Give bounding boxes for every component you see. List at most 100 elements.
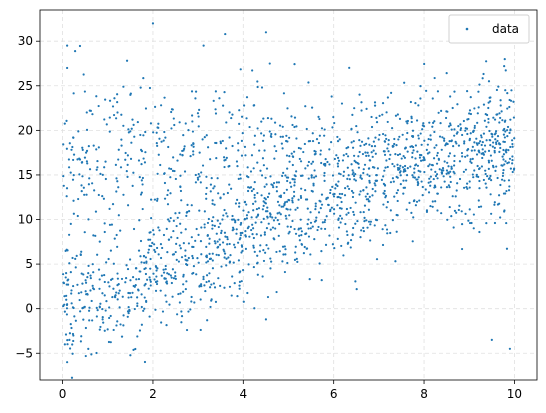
data-point bbox=[114, 294, 117, 297]
data-point bbox=[501, 119, 504, 122]
data-point bbox=[193, 301, 196, 304]
data-point bbox=[198, 175, 201, 178]
data-point bbox=[270, 260, 273, 263]
data-point bbox=[243, 145, 247, 148]
data-point bbox=[66, 361, 69, 364]
data-point bbox=[68, 233, 71, 236]
data-point bbox=[422, 125, 426, 128]
data-point bbox=[355, 288, 358, 291]
data-point bbox=[298, 234, 301, 237]
data-point bbox=[136, 120, 139, 124]
data-point bbox=[490, 132, 493, 136]
data-point bbox=[303, 245, 306, 249]
data-point bbox=[253, 307, 256, 310]
data-point bbox=[301, 174, 304, 177]
data-point bbox=[477, 149, 480, 152]
data-point bbox=[502, 133, 506, 136]
data-point bbox=[499, 99, 502, 102]
data-point bbox=[81, 146, 84, 149]
data-point bbox=[310, 106, 314, 109]
data-point bbox=[91, 113, 94, 116]
data-point bbox=[72, 212, 75, 215]
data-point bbox=[282, 205, 285, 208]
data-point bbox=[299, 160, 303, 163]
data-point bbox=[136, 335, 139, 338]
data-point bbox=[443, 160, 446, 163]
data-point bbox=[293, 227, 296, 231]
data-point bbox=[400, 157, 403, 160]
data-point bbox=[274, 216, 277, 219]
data-point bbox=[110, 223, 114, 226]
data-point bbox=[191, 254, 194, 258]
data-point bbox=[331, 174, 335, 177]
data-point bbox=[261, 275, 264, 278]
data-point bbox=[383, 169, 386, 172]
data-point bbox=[172, 277, 176, 280]
data-point bbox=[337, 195, 340, 199]
data-point bbox=[149, 267, 152, 270]
data-point bbox=[72, 284, 75, 288]
data-point bbox=[456, 103, 459, 106]
data-point bbox=[213, 203, 216, 206]
data-point bbox=[485, 125, 488, 128]
data-point bbox=[170, 127, 173, 130]
data-point bbox=[149, 122, 153, 125]
data-point bbox=[215, 141, 218, 145]
data-point bbox=[363, 143, 366, 146]
data-point bbox=[490, 338, 493, 341]
data-point bbox=[354, 222, 357, 225]
data-point bbox=[469, 95, 472, 99]
data-point bbox=[385, 228, 389, 231]
data-point bbox=[353, 178, 356, 181]
data-point bbox=[467, 219, 470, 222]
data-point bbox=[120, 138, 123, 141]
data-point bbox=[218, 243, 222, 246]
data-point bbox=[433, 186, 436, 189]
data-point bbox=[182, 134, 185, 137]
data-point bbox=[502, 158, 505, 161]
data-point bbox=[420, 143, 423, 146]
data-point bbox=[410, 211, 413, 214]
data-point bbox=[228, 285, 232, 288]
data-point bbox=[239, 231, 242, 235]
data-point bbox=[214, 90, 217, 93]
data-point bbox=[94, 210, 98, 213]
data-point bbox=[209, 286, 212, 289]
data-point bbox=[491, 135, 494, 138]
data-point bbox=[494, 169, 497, 172]
data-point bbox=[318, 134, 321, 137]
data-point bbox=[157, 122, 160, 125]
data-point bbox=[396, 113, 399, 116]
data-point bbox=[240, 115, 244, 118]
data-point bbox=[166, 203, 170, 206]
data-point bbox=[309, 227, 312, 230]
data-point bbox=[155, 142, 158, 145]
data-point bbox=[382, 175, 385, 178]
data-point bbox=[108, 316, 111, 320]
data-point bbox=[375, 174, 378, 177]
data-point bbox=[127, 128, 130, 131]
data-point bbox=[223, 208, 226, 212]
data-point bbox=[76, 214, 79, 218]
data-point bbox=[313, 238, 316, 241]
data-point bbox=[307, 81, 310, 84]
data-point bbox=[261, 139, 265, 142]
data-point bbox=[190, 295, 193, 299]
data-point bbox=[428, 163, 431, 166]
data-point bbox=[217, 225, 220, 229]
data-point bbox=[503, 58, 506, 61]
data-point bbox=[336, 165, 340, 168]
data-point bbox=[336, 156, 340, 159]
data-point bbox=[346, 177, 349, 180]
data-point bbox=[464, 129, 467, 132]
y-tick-label: 0 bbox=[25, 302, 33, 316]
data-point bbox=[363, 204, 367, 207]
data-point bbox=[127, 312, 130, 315]
data-point bbox=[310, 162, 313, 165]
data-point bbox=[226, 191, 229, 195]
data-point bbox=[163, 130, 166, 134]
data-point bbox=[167, 218, 170, 221]
data-point bbox=[323, 171, 326, 175]
data-point bbox=[122, 314, 125, 317]
data-point bbox=[172, 156, 175, 159]
